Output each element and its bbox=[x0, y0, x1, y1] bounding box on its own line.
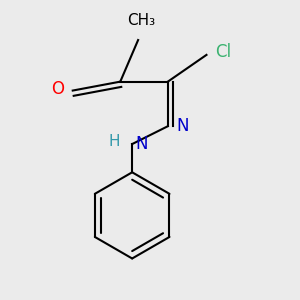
Text: CH₃: CH₃ bbox=[127, 13, 155, 28]
Text: O: O bbox=[51, 80, 64, 98]
Text: N: N bbox=[135, 135, 148, 153]
Text: N: N bbox=[177, 117, 189, 135]
Text: H: H bbox=[109, 134, 120, 148]
Text: Cl: Cl bbox=[215, 43, 232, 61]
